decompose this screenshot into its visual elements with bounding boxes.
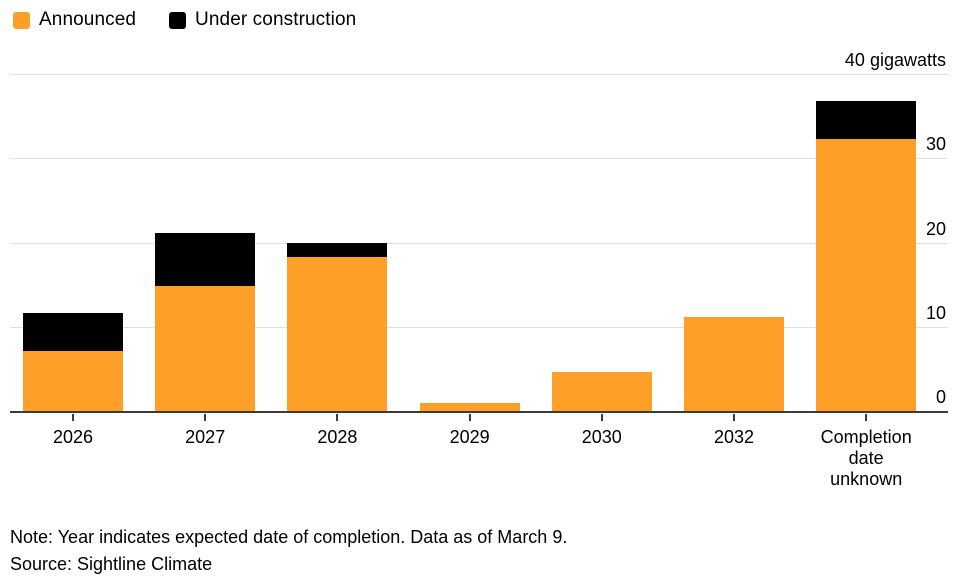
chart-source: Source: Sightline Climate xyxy=(10,554,213,574)
x-tick-label: 2032 xyxy=(713,427,755,447)
bar-segment-announced xyxy=(551,372,652,412)
legend-item-under-construction: Under construction xyxy=(169,9,356,31)
x-axis-tick xyxy=(204,414,207,421)
legend-item-announced: Announced xyxy=(13,9,136,31)
x-tick-label: 2029 xyxy=(449,427,490,447)
y-tick-label: 0 xyxy=(935,387,946,407)
legend-label-under-construction: Under construction xyxy=(195,9,357,30)
y-tick-label: 40 gigawatts xyxy=(844,50,946,70)
x-axis-tick xyxy=(865,414,868,421)
y-tick-label: 30 xyxy=(925,134,946,155)
bar-segment-announced xyxy=(816,139,917,412)
x-axis-line xyxy=(10,411,948,413)
gridline xyxy=(10,74,948,75)
bar-segment-announced xyxy=(419,402,520,412)
bar-segment-under-construction xyxy=(816,101,917,140)
x-tick-label: 2028 xyxy=(317,427,358,447)
bar-segment-announced xyxy=(287,256,388,412)
bar-segment-announced xyxy=(23,350,123,412)
gridline xyxy=(10,326,948,328)
legend-label-announced: Announced xyxy=(39,9,137,30)
x-axis-tick xyxy=(468,414,471,421)
bar-segment-announced xyxy=(684,316,784,412)
chart-note: Note: Year indicates expected date of co… xyxy=(10,527,568,547)
x-tick-label: 2030 xyxy=(581,427,622,447)
bar-segment-under-construction xyxy=(155,232,256,287)
bar-segment-under-construction xyxy=(23,313,123,351)
under-construction-swatch-icon xyxy=(169,11,187,29)
x-tick-label: Completion date unknown xyxy=(820,427,912,489)
y-tick-label: 10 xyxy=(925,302,946,323)
gridline xyxy=(10,242,948,244)
bar-segment-under-construction xyxy=(287,242,388,257)
x-tick-label: 2026 xyxy=(52,427,94,447)
x-axis-tick xyxy=(72,414,74,421)
gridline xyxy=(10,158,948,160)
announced-swatch-icon xyxy=(13,11,30,29)
x-axis-tick xyxy=(600,414,603,421)
y-tick-label: 20 xyxy=(925,218,946,239)
x-axis-tick xyxy=(733,414,735,421)
chart-footer: Note: Year indicates expected date of co… xyxy=(10,524,567,578)
chart-legend: Announced Under construction xyxy=(13,9,389,31)
x-tick-label: 2027 xyxy=(185,427,226,447)
plot-area: 0 10 20 30 40 gigawatts 2026 2027 2028 2029 2030 2… xyxy=(10,50,948,489)
x-axis-tick xyxy=(336,414,339,421)
bar-segment-announced xyxy=(155,286,256,412)
